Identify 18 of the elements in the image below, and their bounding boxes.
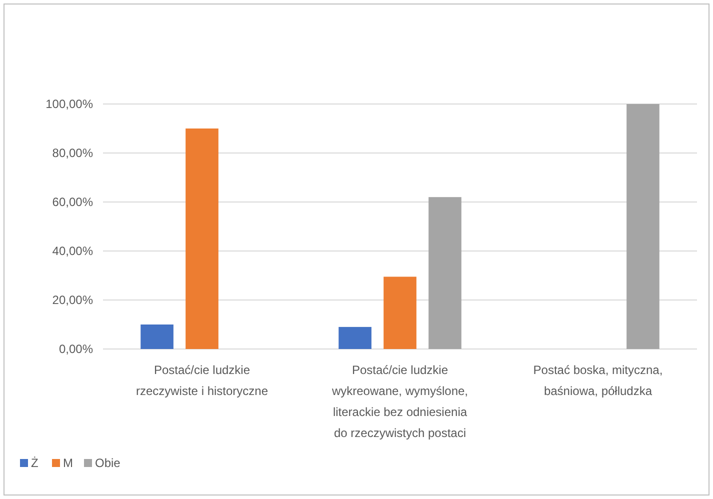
y-tick-label: 40,00% bbox=[52, 244, 94, 258]
y-tick-label: 100,00% bbox=[46, 97, 94, 111]
bar bbox=[384, 276, 416, 349]
bar bbox=[186, 128, 218, 349]
bar bbox=[140, 324, 174, 349]
x-tick-label: Postać/cie ludzkie rzeczywiste i historyczne bbox=[136, 363, 268, 398]
x-tick-label: Postać boska, mityczna, baśniowa, półludzka bbox=[533, 363, 663, 398]
bar bbox=[338, 326, 372, 349]
y-tick-label: 20,00% bbox=[52, 293, 94, 307]
legend-label: Ż bbox=[31, 456, 38, 470]
x-tick-label: Postać/cie ludzkie wykreowane, wymyślone, literackie bez odniesienia do rzeczywistych postaci bbox=[330, 363, 468, 440]
y-tick-label: 60,00% bbox=[52, 195, 94, 209]
legend-label: M bbox=[63, 456, 73, 470]
y-tick-label: 80,00% bbox=[52, 146, 94, 160]
bar bbox=[626, 104, 660, 349]
legend-label: Obie bbox=[95, 456, 121, 470]
bar bbox=[428, 197, 462, 349]
y-tick-label: 0,00% bbox=[58, 342, 94, 356]
